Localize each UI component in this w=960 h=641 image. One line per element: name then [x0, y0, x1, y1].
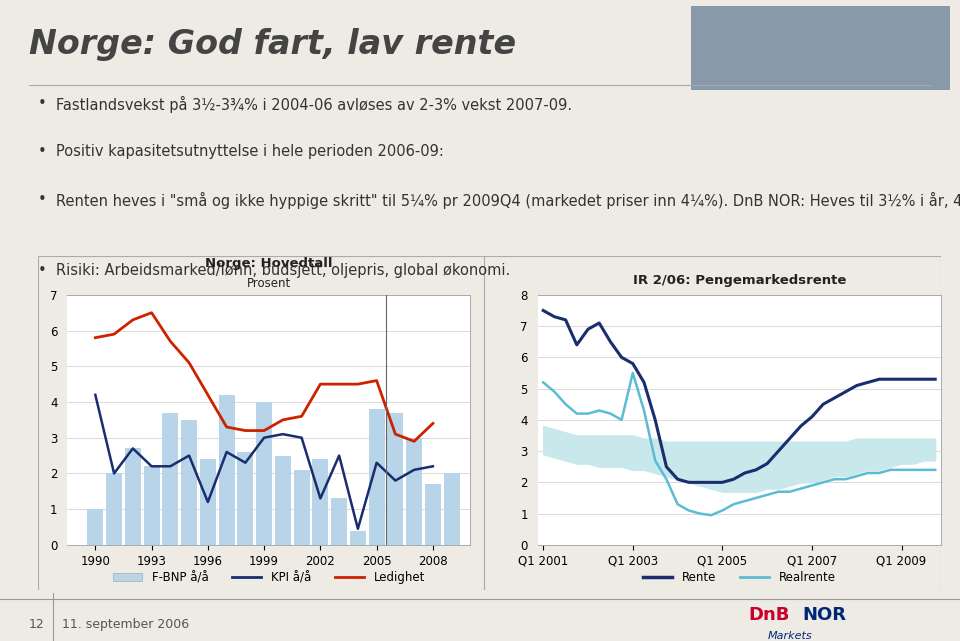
Bar: [144, 466, 159, 545]
Title: IR 2/06: Pengemarkedsrente: IR 2/06: Pengemarkedsrente: [633, 274, 846, 287]
Text: •: •: [37, 96, 47, 110]
Text: Markets: Markets: [768, 631, 812, 641]
Legend: Rente, Realrente: Rente, Realrente: [638, 567, 840, 589]
Text: •: •: [37, 144, 47, 158]
Text: •: •: [37, 263, 47, 278]
Text: •: •: [37, 192, 47, 206]
Text: 12: 12: [29, 618, 44, 631]
Bar: [125, 449, 141, 545]
Bar: [87, 509, 104, 545]
Bar: [294, 470, 309, 545]
Bar: [162, 413, 179, 545]
Text: Positiv kapasitetsutnyttelse i hele perioden 2006-09:: Positiv kapasitetsutnyttelse i hele peri…: [56, 144, 448, 158]
Bar: [256, 402, 272, 545]
Bar: [200, 459, 216, 545]
Text: Renten heves i "små og ikke hyppige skritt" til 5¼% pr 2009Q4 (markedet priser i: Renten heves i "små og ikke hyppige skri…: [56, 192, 960, 209]
Text: Fastlandsvekst på 3½-3¾% i 2004-06 avløses av 2-3% vekst 2007-09.: Fastlandsvekst på 3½-3¾% i 2004-06 avløs…: [56, 96, 572, 113]
Text: Prosent: Prosent: [247, 277, 291, 290]
Text: Norge: God fart, lav rente: Norge: God fart, lav rente: [29, 28, 516, 62]
Bar: [369, 409, 385, 545]
Bar: [444, 474, 460, 545]
Bar: [312, 459, 328, 545]
Bar: [331, 499, 348, 545]
Bar: [107, 474, 122, 545]
Text: Norge: Hovedtall: Norge: Hovedtall: [205, 257, 332, 270]
Text: 11. september 2006: 11. september 2006: [62, 618, 189, 631]
Bar: [425, 484, 441, 545]
Bar: [349, 531, 366, 545]
Text: NOR: NOR: [803, 606, 847, 624]
Legend: F-BNP å/å, KPI å/å, Ledighet: F-BNP å/å, KPI å/å, Ledighet: [108, 567, 430, 589]
Text: Risiki: Arbeidsmarked/lønn, budsjett, oljepris, global økonomi.: Risiki: Arbeidsmarked/lønn, budsjett, ol…: [56, 263, 510, 278]
Bar: [388, 413, 403, 545]
Bar: [406, 438, 422, 545]
Bar: [181, 420, 197, 545]
Bar: [275, 456, 291, 545]
Text: DnB: DnB: [749, 606, 790, 624]
Bar: [237, 452, 253, 545]
Bar: [219, 395, 234, 545]
